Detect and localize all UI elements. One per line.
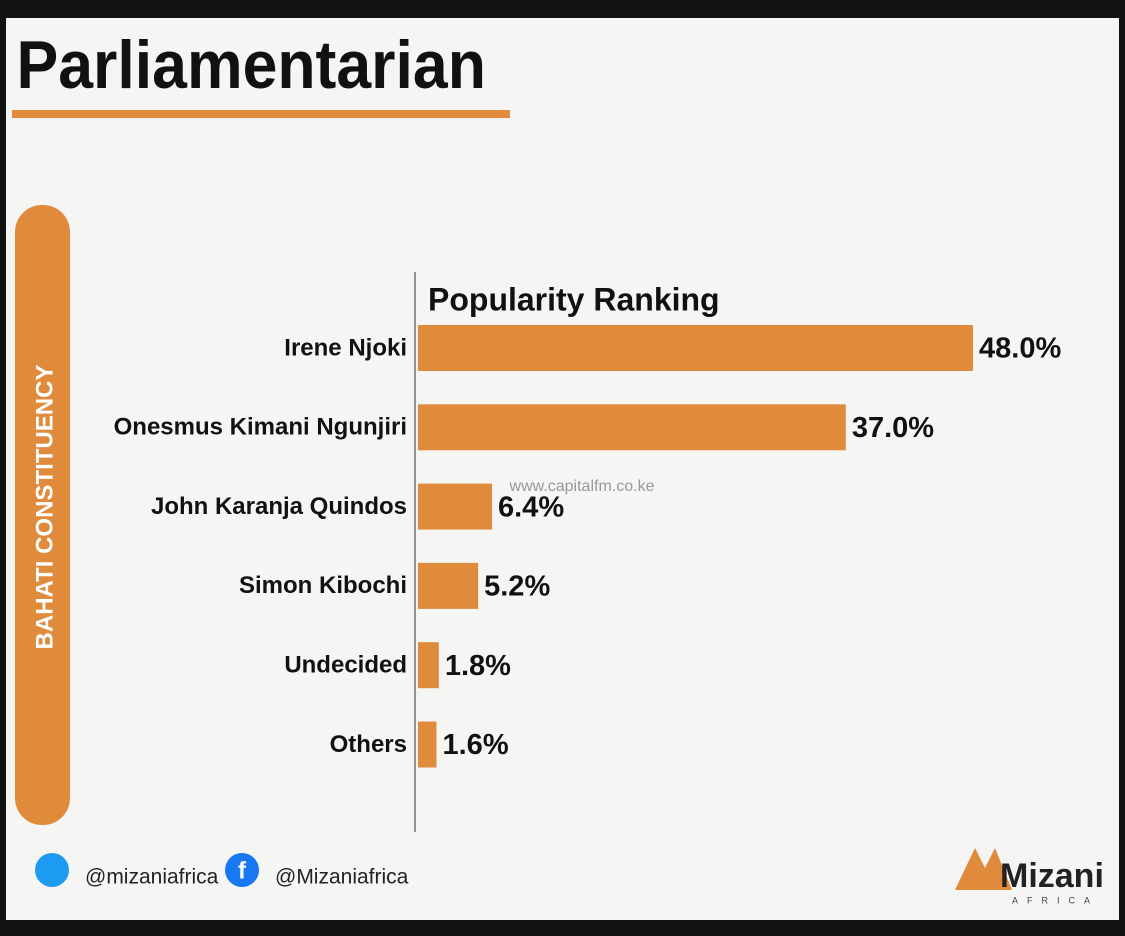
category-label: Irene Njoki (284, 334, 407, 361)
logo-text: Mizani (1000, 857, 1104, 895)
facebook-handle: @Mizaniafrica (275, 866, 409, 889)
value-label: 1.8% (445, 650, 511, 682)
category-label: Onesmus Kimani Ngunjiri (114, 414, 407, 441)
facebook-glyph: f (238, 857, 247, 884)
twitter-icon (35, 853, 69, 887)
value-label: 48.0% (979, 333, 1061, 365)
value-label: 1.6% (443, 729, 509, 761)
logo-mark (955, 848, 1012, 890)
bar (418, 404, 846, 451)
chart-title: Parliamentarian (17, 27, 486, 103)
side-label: BAHATI CONSTITUENCY (31, 365, 58, 650)
value-label: 5.2% (484, 571, 550, 603)
value-label: 6.4% (498, 491, 564, 523)
title-underline (12, 110, 510, 118)
category-label: Undecided (284, 652, 407, 679)
category-label: Others (330, 731, 407, 758)
logo-subtext: AFRICA (1012, 895, 1099, 905)
twitter-handle: @mizaniafrica (85, 866, 219, 889)
background (6, 18, 1119, 920)
facebook-icon (225, 853, 259, 887)
bar (418, 483, 492, 530)
category-label: Simon Kibochi (239, 572, 407, 599)
watermark: www.capitalfm.co.ke (509, 478, 655, 495)
bar (418, 562, 479, 609)
category-label: John Karanja Quindos (151, 493, 407, 520)
bar (418, 325, 973, 371)
side-banner (15, 205, 70, 825)
bar (418, 642, 439, 689)
value-label: 37.0% (852, 412, 934, 444)
chart-subtitle: Popularity Ranking (428, 281, 720, 317)
bar (418, 721, 437, 768)
